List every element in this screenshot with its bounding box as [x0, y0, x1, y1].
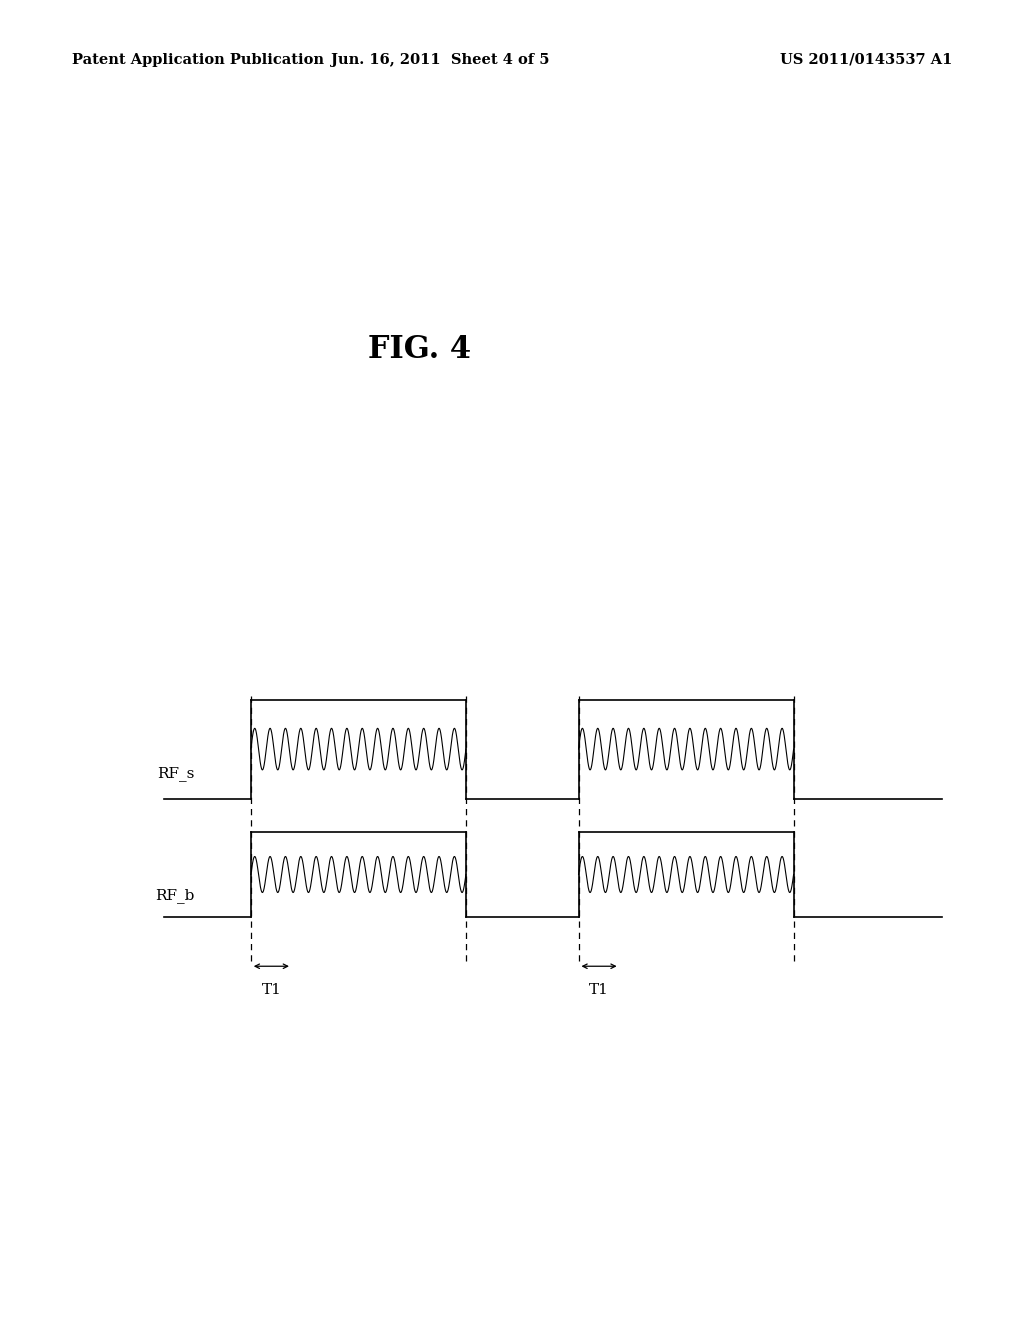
Text: T1: T1	[589, 983, 609, 998]
Text: US 2011/0143537 A1: US 2011/0143537 A1	[780, 53, 952, 67]
Text: FIG. 4: FIG. 4	[369, 334, 471, 366]
Text: RF_s: RF_s	[158, 767, 195, 781]
Text: Jun. 16, 2011  Sheet 4 of 5: Jun. 16, 2011 Sheet 4 of 5	[331, 53, 550, 67]
Text: T1: T1	[261, 983, 282, 998]
Text: RF_b: RF_b	[156, 888, 195, 903]
Text: Patent Application Publication: Patent Application Publication	[72, 53, 324, 67]
